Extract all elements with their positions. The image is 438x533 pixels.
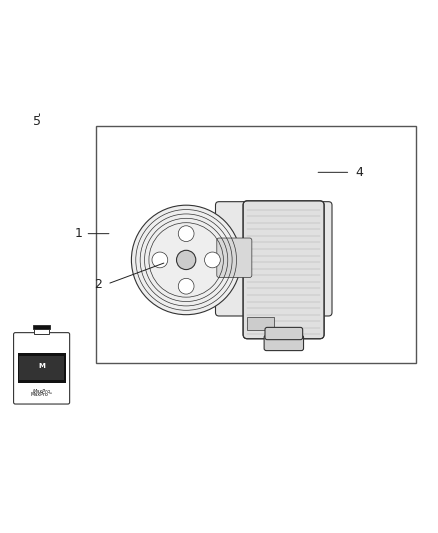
Bar [34, 329, 49, 334]
FancyBboxPatch shape [215, 201, 332, 316]
FancyBboxPatch shape [217, 238, 252, 278]
FancyBboxPatch shape [264, 335, 304, 351]
Circle shape [131, 205, 241, 314]
Bar [19, 356, 64, 380]
Text: MaxPro: MaxPro [32, 389, 51, 394]
Circle shape [177, 251, 196, 270]
Circle shape [178, 278, 194, 294]
FancyBboxPatch shape [243, 201, 324, 339]
Circle shape [152, 252, 168, 268]
Circle shape [205, 252, 220, 268]
Text: MaxPro™: MaxPro™ [30, 392, 53, 397]
Bar [247, 317, 274, 330]
Text: 5: 5 [33, 116, 41, 128]
Text: 2: 2 [95, 278, 102, 290]
Circle shape [178, 226, 194, 241]
Bar [33, 325, 50, 329]
Text: 1: 1 [75, 227, 83, 240]
Bar [96, 126, 416, 363]
Text: M: M [38, 364, 45, 369]
FancyBboxPatch shape [14, 333, 70, 404]
Text: 4: 4 [355, 166, 363, 179]
Bar [18, 353, 66, 383]
FancyBboxPatch shape [265, 327, 303, 340]
